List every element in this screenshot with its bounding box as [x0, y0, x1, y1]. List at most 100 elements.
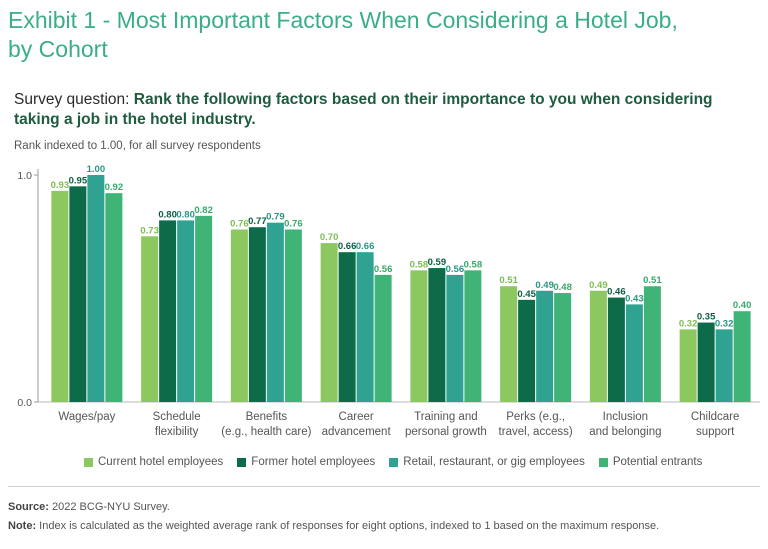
data-label: 0.32	[715, 318, 734, 329]
legend-label: Former hotel employees	[251, 456, 376, 468]
bar	[230, 229, 248, 402]
data-label: 0.58	[464, 259, 483, 270]
bar	[589, 290, 607, 402]
source-text: 2022 BCG-NYU Survey.	[52, 501, 170, 513]
legend-swatch	[389, 457, 399, 467]
data-label: 0.66	[338, 241, 357, 252]
x-tick-label: and belonging	[589, 426, 661, 438]
y-tick-label: 1.0	[17, 170, 32, 182]
bar	[715, 329, 733, 402]
legend-item: Former hotel employees	[237, 456, 375, 468]
bar	[733, 311, 751, 402]
x-tick-label: Childcare	[691, 411, 740, 423]
data-label: 0.95	[69, 175, 88, 186]
data-label: 0.51	[499, 275, 518, 286]
x-tick-label: Inclusion	[603, 411, 648, 423]
x-tick-label: advancement	[322, 426, 392, 438]
bar	[338, 252, 356, 402]
data-label: 0.48	[553, 282, 572, 293]
legend-item: Current hotel employees	[84, 456, 223, 468]
data-label: 0.66	[356, 241, 375, 252]
data-label: 0.35	[697, 312, 716, 323]
bar	[410, 270, 428, 402]
x-tick-label: (e.g., health care)	[221, 426, 311, 438]
data-label: 0.76	[284, 218, 303, 229]
data-label: 0.32	[679, 318, 698, 329]
x-tick-label: Benefits	[246, 411, 288, 423]
bar	[536, 290, 554, 402]
data-label: 0.45	[517, 289, 536, 300]
data-label: 0.49	[535, 280, 554, 291]
data-label: 0.70	[320, 232, 339, 243]
data-label: 0.59	[428, 257, 447, 268]
bar	[195, 215, 213, 402]
bar	[159, 220, 177, 402]
survey-question-text: Rank the following factors based on thei…	[14, 91, 713, 128]
legend-item: Retail, restaurant, or gig employees	[389, 456, 585, 468]
legend-swatch	[598, 457, 608, 467]
chart-subtitle: Rank indexed to 1.00, for all survey res…	[14, 140, 261, 152]
bar	[518, 299, 536, 402]
data-label: 1.00	[87, 164, 106, 175]
data-label: 0.92	[105, 182, 124, 193]
bar	[607, 297, 625, 402]
bar	[284, 229, 302, 402]
data-label: 0.58	[410, 259, 429, 270]
legend-item: Potential entrants	[598, 456, 703, 468]
x-tick-label: Wages/pay	[58, 411, 115, 423]
bar	[69, 186, 87, 402]
legend-label: Retail, restaurant, or gig employees	[403, 456, 585, 468]
bar	[374, 274, 392, 402]
data-label: 0.46	[607, 287, 626, 298]
bar	[464, 270, 482, 402]
bar	[177, 220, 195, 402]
legend-swatch	[84, 457, 93, 467]
bar	[643, 286, 661, 402]
x-tick-label: Perks (e.g.,	[506, 411, 565, 423]
legend-label: Potential entrants	[612, 456, 703, 468]
note-label: Note:	[8, 520, 37, 532]
survey-question-label: Survey question:	[14, 91, 130, 108]
data-label: 0.51	[643, 275, 662, 286]
survey-question: Survey question: Rank the following fact…	[14, 90, 734, 130]
data-label: 0.77	[248, 216, 267, 227]
chart-legend: Current hotel employees Former hotel empl…	[84, 456, 702, 468]
bar	[248, 227, 266, 402]
footer-divider	[8, 486, 760, 487]
legend-swatch	[237, 457, 247, 467]
x-tick-label: Schedule	[153, 411, 201, 423]
x-tick-label: flexibility	[155, 426, 199, 438]
bar	[428, 268, 446, 402]
bar	[51, 190, 69, 402]
bar	[105, 193, 123, 402]
data-label: 0.43	[625, 293, 644, 304]
data-label: 0.93	[51, 180, 70, 191]
bar	[697, 322, 715, 402]
bar	[554, 293, 572, 402]
bar	[446, 274, 464, 402]
data-label: 0.80	[176, 209, 195, 220]
bar	[320, 243, 338, 402]
source-note: Source: 2022 BCG-NYU Survey.	[8, 501, 170, 513]
note-text: Index is calculated as the weighted aver…	[39, 520, 660, 532]
data-label: 0.73	[140, 225, 159, 236]
data-label: 0.80	[158, 209, 177, 220]
x-tick-label: personal growth	[405, 426, 487, 438]
bar	[141, 236, 159, 402]
data-label: 0.79	[266, 212, 285, 223]
data-label: 0.49	[589, 280, 608, 291]
source-label: Source:	[8, 501, 49, 513]
bar	[87, 175, 105, 402]
x-tick-label: Career	[339, 411, 374, 423]
legend-label: Current hotel employees	[98, 456, 224, 468]
chart-title: Exhibit 1 - Most Important Factors When …	[8, 7, 678, 62]
bar	[625, 304, 643, 402]
bar	[500, 286, 518, 402]
data-label: 0.76	[230, 218, 249, 229]
bar	[356, 252, 374, 402]
data-label: 0.56	[446, 264, 465, 275]
bar	[679, 329, 697, 402]
x-tick-label: Training and	[414, 411, 478, 423]
x-tick-label: support	[696, 426, 735, 438]
